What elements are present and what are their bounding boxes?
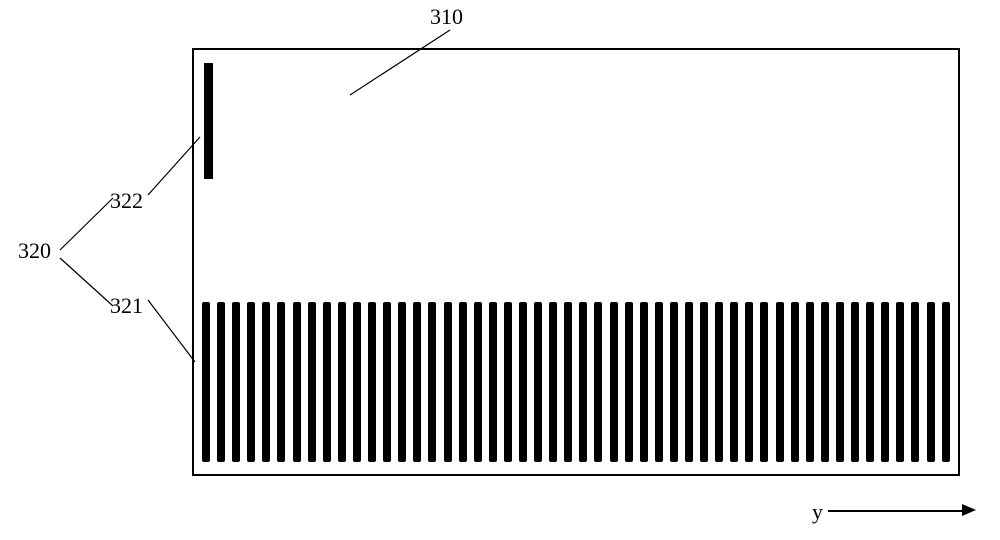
bar <box>670 302 678 462</box>
bar <box>851 302 859 462</box>
bar <box>549 302 557 462</box>
bar <box>579 302 587 462</box>
label-310: 310 <box>430 4 463 30</box>
bar <box>640 302 648 462</box>
bar <box>700 302 708 462</box>
bar <box>806 302 814 462</box>
bar <box>398 302 406 462</box>
bar <box>836 302 844 462</box>
bar <box>881 302 889 462</box>
bar <box>262 302 270 462</box>
bar <box>896 302 904 462</box>
bar <box>413 302 421 462</box>
vertical-bars-321 <box>202 302 950 462</box>
bar <box>776 302 784 462</box>
diagram-container: 310 320 322 321 y <box>0 0 1000 540</box>
bar <box>821 302 829 462</box>
bar <box>504 302 512 462</box>
bar <box>911 302 919 462</box>
bar <box>459 302 467 462</box>
bar <box>293 302 301 462</box>
bar <box>927 302 935 462</box>
bar <box>791 302 799 462</box>
bar <box>625 302 633 462</box>
bar <box>489 302 497 462</box>
label-320: 320 <box>18 238 51 264</box>
bar <box>745 302 753 462</box>
bar <box>353 302 361 462</box>
y-axis-label: y <box>812 499 823 525</box>
bar <box>866 302 874 462</box>
bar <box>534 302 542 462</box>
bar <box>308 302 316 462</box>
bar <box>730 302 738 462</box>
bar <box>323 302 331 462</box>
bar <box>232 302 240 462</box>
bar <box>760 302 768 462</box>
bar <box>428 302 436 462</box>
bar <box>655 302 663 462</box>
bar <box>217 302 225 462</box>
label-322: 322 <box>110 188 143 214</box>
bar <box>474 302 482 462</box>
bar <box>564 302 572 462</box>
y-axis-arrow-icon <box>962 504 976 516</box>
bar <box>383 302 391 462</box>
bar <box>610 302 618 462</box>
bar <box>444 302 452 462</box>
y-axis-line <box>828 510 962 512</box>
bar <box>519 302 527 462</box>
bar <box>202 302 210 462</box>
bar <box>338 302 346 462</box>
bar <box>368 302 376 462</box>
bar <box>715 302 723 462</box>
bar <box>685 302 693 462</box>
label-321: 321 <box>110 293 143 319</box>
bar <box>942 302 950 462</box>
upper-inner-bar-322 <box>204 63 213 179</box>
bar <box>594 302 602 462</box>
bar <box>247 302 255 462</box>
bar <box>277 302 285 462</box>
